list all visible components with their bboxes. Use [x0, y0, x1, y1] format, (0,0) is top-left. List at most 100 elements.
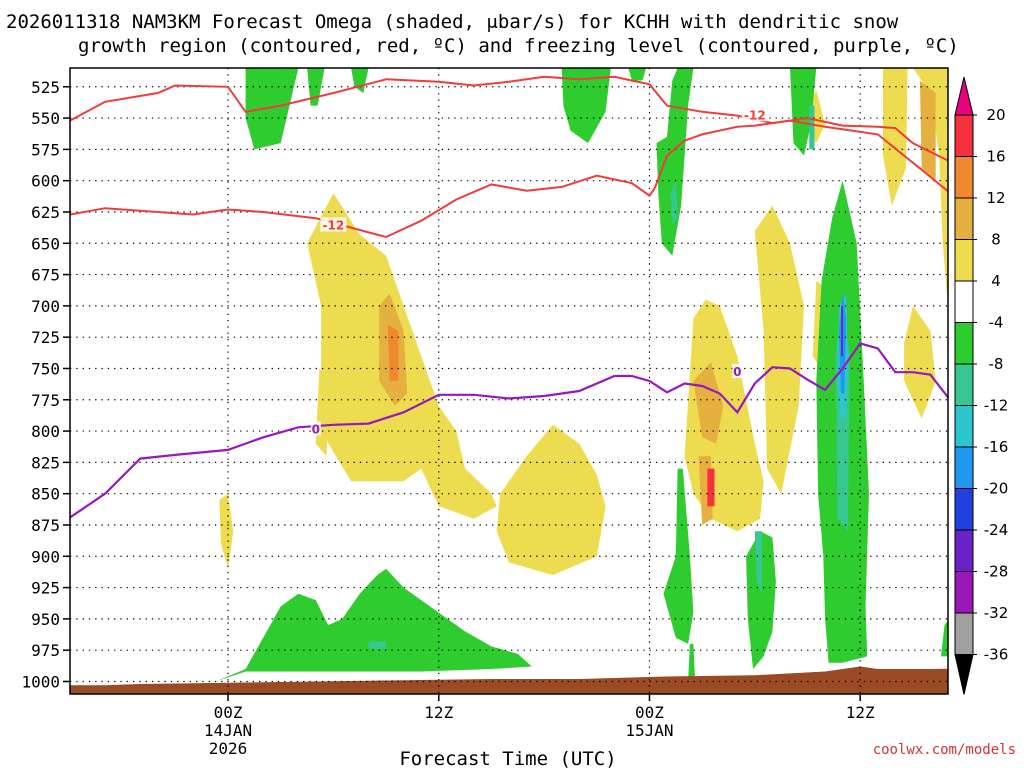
contour-label-bg — [732, 363, 743, 378]
contour-label-bg — [741, 107, 768, 122]
omega-region-8 — [693, 362, 724, 444]
omega-region--24 — [841, 305, 843, 356]
contour-dendritic-lower — [70, 119, 948, 239]
omega-region--4 — [663, 468, 694, 644]
contour-label-bg — [1005, 155, 1024, 169]
colorbar-swatch — [954, 529, 974, 572]
colorbar: 20 16 12 8 4 -4 -8 -12 -16 -20 -24 -28 -32 -36 — [954, 76, 1009, 695]
colorbar-label: 4 — [991, 272, 1001, 290]
colorbar-label: -12 — [984, 397, 1009, 415]
y-tick-label: 975 — [31, 641, 60, 660]
colorbar-swatch — [954, 280, 974, 323]
omega-region-8 — [919, 80, 936, 181]
omega-region--4 — [215, 568, 532, 682]
omega-region-4 — [883, 68, 908, 206]
omega-region--4 — [1010, 650, 1024, 659]
colorbar-swatch — [954, 405, 974, 448]
y-tick-label: 550 — [31, 109, 60, 128]
omega-region-4 — [219, 493, 234, 569]
omega-region--8 — [809, 105, 815, 150]
omega-region--8 — [670, 180, 678, 225]
y-tick-label: 675 — [31, 266, 60, 285]
y-tick-label: 775 — [31, 391, 60, 410]
colorbar-label: -36 — [984, 646, 1009, 664]
y-tick-label: 850 — [31, 485, 60, 504]
y-tick-label: 750 — [31, 359, 60, 378]
terrain — [70, 666, 948, 694]
x-tick-label: 12Z — [424, 703, 453, 722]
x-tick-label: 00Z — [214, 703, 243, 722]
plot-area: -12-18-12-12000 — [70, 68, 1024, 694]
x-axis-label: Forecast Time (UTC) — [399, 748, 616, 768]
colorbar-top-arrow — [954, 76, 974, 116]
y-tick-label: 525 — [31, 78, 60, 97]
omega-region--4 — [351, 68, 369, 93]
colorbar-label: 12 — [986, 189, 1005, 207]
omega-region-12 — [1015, 318, 1024, 399]
contour-label-bg — [320, 217, 347, 232]
y-tick-label: 725 — [31, 328, 60, 347]
y-tick-label: 925 — [31, 579, 60, 598]
y-tick-label: 625 — [31, 203, 60, 222]
contour-label: 0 — [733, 365, 741, 379]
omega-region-4 — [754, 205, 804, 494]
contour-labels: -12-18-12-12000 — [310, 107, 1024, 437]
y-tick-label: 650 — [31, 234, 60, 253]
omega-region-4 — [904, 305, 936, 419]
x-tick-date: 15JAN — [625, 721, 673, 740]
omega-region--4 — [561, 68, 611, 144]
omega-region-4 — [496, 424, 606, 576]
omega-region--4 — [628, 68, 646, 81]
y-tick-label: 900 — [31, 547, 60, 566]
y-tick-label: 600 — [31, 172, 60, 191]
omega-region--8 — [368, 641, 387, 649]
colorbar-label: 20 — [986, 106, 1005, 124]
colorbar-label: -4 — [989, 314, 1004, 332]
terrain-fill — [70, 666, 948, 694]
colorbar-swatch — [954, 197, 974, 240]
omega-shading — [215, 68, 1024, 682]
colorbar-label: -8 — [989, 355, 1004, 373]
omega-region--4 — [245, 68, 299, 150]
colorbar-bottom-arrow — [954, 654, 974, 695]
y-tick-label: 700 — [31, 297, 60, 316]
colorbar-label: -16 — [984, 438, 1009, 456]
colorbar-swatch — [954, 114, 974, 157]
y-axis: 525 550 575 600 625 650 675 700 725 750 775 800 825 8… — [21, 78, 70, 691]
title-line-2: growth region (contoured, red, ºC) and f… — [78, 35, 959, 57]
colorbar-swatch — [954, 363, 974, 406]
y-tick-label: 800 — [31, 422, 60, 441]
colorbar-swatch — [954, 239, 974, 282]
x-axis: 00Z14JAN202612Z00Z15JAN12Z00Z16JAN — [204, 694, 875, 758]
x-tick-date: 14JAN — [204, 721, 252, 740]
omega-region-12 — [387, 324, 399, 381]
contour-label: 0 — [312, 423, 320, 437]
contour-label: -18 — [1007, 156, 1024, 170]
colorbar-swatch — [954, 322, 974, 365]
omega-region-4 — [684, 299, 764, 532]
y-tick-label: 825 — [31, 453, 60, 472]
contour-label-bg — [310, 421, 321, 436]
colorbar-label: 16 — [986, 148, 1005, 166]
colorbar-swatch — [954, 446, 974, 489]
contour-label: -12 — [744, 108, 766, 122]
title-line-1: 2026011318 NAM3KM Forecast Omega (shaded… — [6, 11, 899, 33]
omega-region-16 — [707, 468, 715, 507]
omega-region-4 — [912, 68, 948, 306]
omega-region--4 — [656, 68, 694, 256]
credit-text: coolwx.com/models — [873, 742, 1016, 758]
contours — [70, 75, 948, 519]
x-tick-label: 00Z — [635, 703, 664, 722]
plot-frame — [69, 67, 949, 695]
omega-region-4 — [315, 368, 330, 457]
colorbar-swatch — [954, 156, 974, 199]
contour-dendritic-upper — [70, 75, 948, 162]
colorbar-swatch — [954, 612, 974, 655]
omega-region--4 — [688, 643, 696, 682]
omega-region--4 — [941, 620, 948, 657]
omega-region--4 — [790, 68, 817, 156]
colorbar-swatch — [954, 488, 974, 531]
colorbar-label: -24 — [984, 521, 1009, 539]
colorbar-label: -32 — [984, 604, 1009, 622]
